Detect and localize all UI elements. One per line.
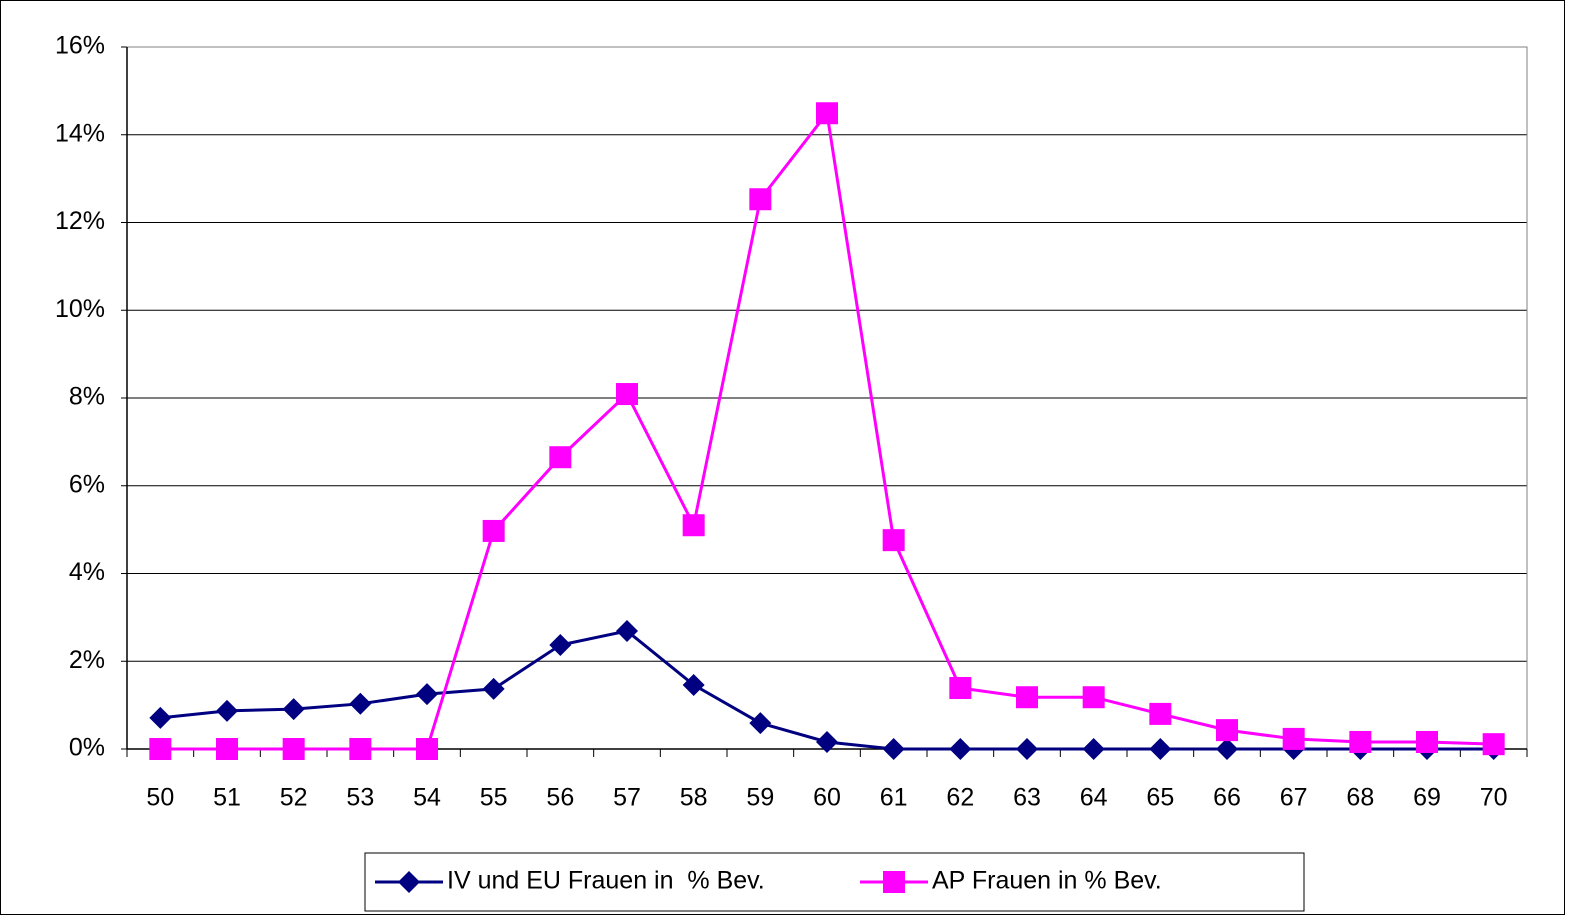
- y-tick-label: 2%: [69, 646, 105, 674]
- legend-swatch-marker: [398, 871, 420, 893]
- x-tick-label: 58: [680, 784, 708, 812]
- data-point: [1149, 702, 1172, 725]
- data-point: [149, 738, 172, 760]
- data-point: [1482, 733, 1505, 756]
- data-point: [349, 692, 372, 715]
- y-tick-label: 16%: [55, 32, 105, 60]
- x-tick-label: 70: [1480, 784, 1508, 812]
- y-tick-label: 0%: [69, 734, 105, 762]
- data-point: [416, 738, 438, 760]
- data-point: [216, 699, 238, 722]
- data-point: [949, 677, 972, 700]
- data-point: [282, 738, 305, 760]
- data-point: [1082, 738, 1105, 760]
- x-tick-label: 68: [1346, 784, 1374, 812]
- y-tick-label: 14%: [55, 119, 105, 147]
- data-point: [949, 738, 972, 760]
- data-point: [216, 738, 238, 760]
- data-point: [1082, 686, 1105, 709]
- data-point: [482, 677, 505, 700]
- data-point: [749, 712, 772, 735]
- data-point: [682, 673, 705, 696]
- data-point: [882, 738, 905, 760]
- y-tick-label: 4%: [69, 558, 105, 586]
- data-point: [1216, 719, 1238, 742]
- x-tick-label: 54: [413, 784, 441, 812]
- data-point: [1416, 730, 1438, 753]
- data-point: [149, 706, 172, 729]
- x-tick-label: 59: [746, 784, 774, 812]
- y-tick-label: 6%: [69, 470, 105, 498]
- x-tick-label: 57: [613, 784, 641, 812]
- legend-label: IV und EU Frauen in % Bev.: [447, 867, 765, 895]
- data-point: [1016, 686, 1038, 709]
- x-tick-label: 64: [1080, 784, 1108, 812]
- data-point: [816, 730, 838, 753]
- data-point: [682, 514, 705, 537]
- data-point: [749, 188, 772, 211]
- y-tick-label: 12%: [55, 207, 105, 235]
- legend-box: [364, 852, 1305, 912]
- data-point: [816, 102, 838, 125]
- legend-label: AP Frauen in % Bev.: [932, 867, 1162, 895]
- x-tick-label: 56: [546, 784, 574, 812]
- data-point: [1016, 738, 1038, 760]
- data-point: [549, 446, 572, 469]
- x-tick-label: 65: [1146, 784, 1174, 812]
- data-point: [349, 738, 372, 760]
- x-tick-label: 66: [1213, 784, 1241, 812]
- data-point: [282, 698, 305, 721]
- data-point: [1149, 738, 1172, 760]
- x-tick-label: 69: [1413, 784, 1441, 812]
- data-point: [1349, 730, 1372, 753]
- y-tick-label: 10%: [55, 295, 105, 323]
- x-tick-label: 53: [346, 784, 374, 812]
- x-tick-label: 67: [1280, 784, 1308, 812]
- data-point: [482, 519, 505, 542]
- x-tick-label: 62: [946, 784, 974, 812]
- x-tick-label: 51: [213, 784, 241, 812]
- data-point: [549, 634, 572, 657]
- x-tick-label: 63: [1013, 784, 1041, 812]
- y-tick-label: 8%: [69, 383, 105, 411]
- x-tick-label: 52: [280, 784, 308, 812]
- legend-swatch-marker: [883, 871, 905, 893]
- data-point: [616, 383, 638, 406]
- x-tick-label: 61: [880, 784, 908, 812]
- data-point: [1216, 738, 1238, 760]
- x-tick-label: 50: [146, 784, 174, 812]
- x-tick-label: 55: [480, 784, 508, 812]
- data-point: [616, 619, 638, 642]
- data-point: [416, 683, 438, 706]
- data-point: [882, 529, 905, 552]
- x-tick-label: 60: [813, 784, 841, 812]
- data-point: [1282, 727, 1305, 750]
